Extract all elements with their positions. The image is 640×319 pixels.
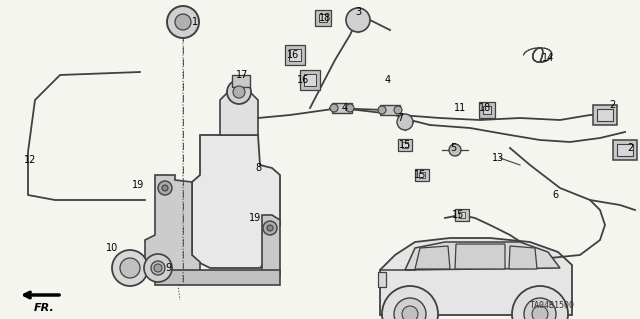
Bar	[613, 140, 637, 160]
Circle shape	[233, 86, 245, 98]
Text: 2: 2	[627, 143, 633, 153]
Circle shape	[449, 144, 461, 156]
Bar	[483, 106, 491, 114]
Text: 17: 17	[236, 70, 248, 80]
Text: 4: 4	[385, 75, 391, 85]
Text: 10: 10	[106, 243, 118, 253]
Text: 5: 5	[450, 143, 456, 153]
Text: 18: 18	[319, 13, 331, 23]
Bar	[402, 142, 408, 148]
Circle shape	[346, 8, 370, 32]
Polygon shape	[415, 246, 450, 269]
Bar	[455, 209, 469, 221]
Bar	[289, 49, 301, 61]
Circle shape	[151, 261, 165, 275]
Circle shape	[158, 181, 172, 195]
Circle shape	[154, 264, 162, 272]
Text: 15: 15	[399, 140, 411, 150]
Text: FR.: FR.	[35, 303, 55, 313]
Text: 9: 9	[165, 263, 171, 273]
Bar	[332, 103, 352, 113]
Circle shape	[394, 106, 402, 114]
Circle shape	[267, 225, 273, 231]
Circle shape	[402, 306, 418, 319]
Text: 13: 13	[492, 153, 504, 163]
Polygon shape	[192, 135, 280, 268]
Text: 15: 15	[452, 210, 464, 220]
Bar	[300, 70, 320, 90]
Bar	[593, 105, 617, 125]
Bar	[398, 139, 412, 151]
Text: 11: 11	[454, 103, 466, 113]
Bar	[304, 74, 316, 86]
Polygon shape	[455, 244, 505, 269]
Text: 19: 19	[249, 213, 261, 223]
Circle shape	[144, 254, 172, 282]
Circle shape	[330, 104, 338, 112]
Circle shape	[394, 298, 426, 319]
Text: 16: 16	[297, 75, 309, 85]
Text: 3: 3	[355, 7, 361, 17]
Circle shape	[532, 306, 548, 319]
Bar	[597, 109, 613, 121]
Bar	[617, 144, 633, 156]
Text: 12: 12	[24, 155, 36, 165]
Circle shape	[120, 258, 140, 278]
Circle shape	[162, 185, 168, 191]
Text: 2: 2	[609, 100, 615, 110]
Circle shape	[263, 221, 277, 235]
Polygon shape	[509, 246, 537, 269]
Circle shape	[397, 114, 413, 130]
Bar	[459, 212, 465, 218]
Circle shape	[167, 6, 199, 38]
Circle shape	[112, 250, 148, 286]
Circle shape	[175, 14, 191, 30]
Circle shape	[512, 286, 568, 319]
Polygon shape	[262, 215, 280, 275]
Text: 6: 6	[552, 190, 558, 200]
Text: 19: 19	[132, 180, 144, 190]
Text: 16: 16	[287, 50, 299, 60]
Text: 1: 1	[192, 17, 198, 27]
Text: 8: 8	[255, 163, 261, 173]
Text: TA04B1500: TA04B1500	[529, 301, 575, 310]
Polygon shape	[380, 238, 572, 315]
Circle shape	[524, 298, 556, 319]
Polygon shape	[145, 175, 200, 275]
Text: 15: 15	[414, 170, 426, 180]
Polygon shape	[220, 92, 258, 135]
Text: 18: 18	[479, 103, 491, 113]
Circle shape	[378, 106, 386, 114]
Text: 14: 14	[542, 53, 554, 63]
Circle shape	[382, 286, 438, 319]
Circle shape	[227, 80, 251, 104]
Bar	[419, 172, 425, 178]
Bar	[319, 14, 327, 22]
Polygon shape	[405, 242, 560, 270]
Text: 4: 4	[342, 103, 348, 113]
Bar	[315, 10, 331, 26]
Bar	[380, 105, 400, 115]
Text: 7: 7	[397, 113, 403, 123]
Circle shape	[346, 104, 354, 112]
Bar	[232, 75, 250, 87]
Bar	[479, 102, 495, 118]
Bar	[285, 45, 305, 65]
Bar	[415, 169, 429, 181]
Bar	[378, 272, 386, 287]
Polygon shape	[155, 270, 280, 285]
